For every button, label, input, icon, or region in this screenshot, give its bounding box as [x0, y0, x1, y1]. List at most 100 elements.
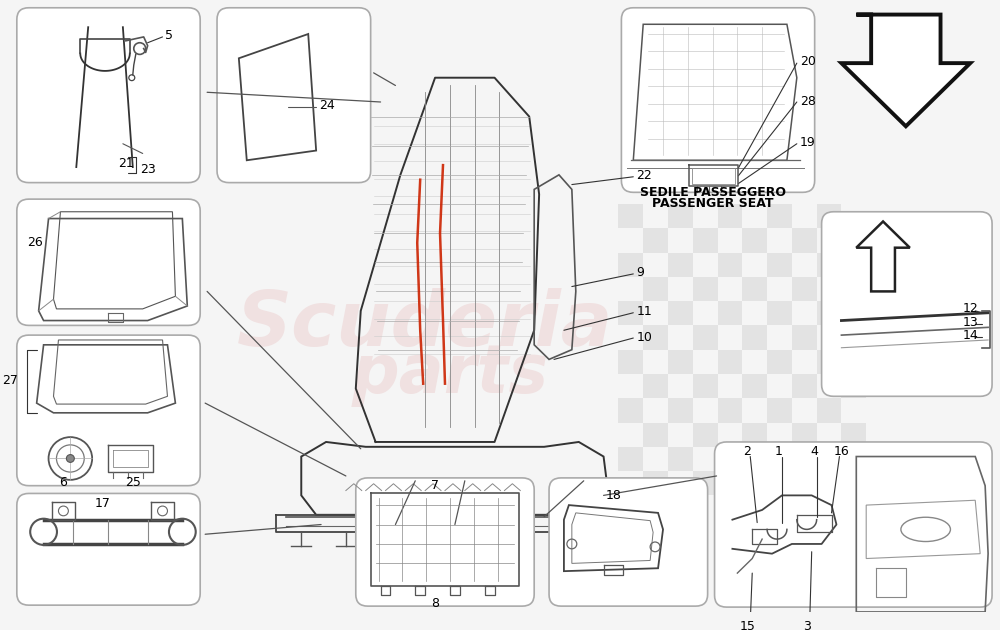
Text: 25: 25	[125, 476, 141, 490]
Text: 27: 27	[2, 374, 18, 387]
Bar	[767, 350, 792, 374]
Bar	[668, 204, 693, 228]
Bar	[792, 326, 817, 350]
Bar	[841, 277, 866, 301]
Bar	[767, 301, 792, 326]
Bar	[817, 253, 841, 277]
FancyBboxPatch shape	[549, 478, 708, 606]
Text: 22: 22	[636, 169, 652, 182]
Bar	[817, 447, 841, 471]
Text: 10: 10	[636, 331, 652, 343]
Text: 15: 15	[739, 620, 755, 630]
Bar	[618, 301, 643, 326]
Text: 19: 19	[800, 136, 816, 149]
Bar	[817, 204, 841, 228]
Text: 17: 17	[95, 496, 111, 510]
Text: Scuderia: Scuderia	[237, 289, 613, 362]
FancyBboxPatch shape	[17, 335, 200, 486]
Bar	[643, 277, 668, 301]
Bar	[668, 253, 693, 277]
Text: 13: 13	[962, 316, 978, 329]
Bar	[792, 471, 817, 495]
Bar	[643, 423, 668, 447]
Text: 9: 9	[636, 266, 644, 280]
Bar	[792, 277, 817, 301]
Bar	[817, 350, 841, 374]
Bar	[643, 326, 668, 350]
Text: 6: 6	[59, 476, 67, 490]
Text: 11: 11	[636, 306, 652, 318]
Text: 24: 24	[319, 100, 335, 112]
Bar	[718, 398, 742, 423]
Text: 2: 2	[743, 445, 751, 458]
Text: 4: 4	[811, 445, 819, 458]
Bar	[693, 471, 718, 495]
Bar	[792, 374, 817, 398]
Text: SEDILE PASSEGGERO: SEDILE PASSEGGERO	[640, 186, 786, 199]
Text: 7: 7	[431, 479, 439, 492]
Text: PASSENGER SEAT: PASSENGER SEAT	[652, 197, 773, 210]
Bar	[718, 301, 742, 326]
Bar	[643, 228, 668, 253]
Bar	[742, 471, 767, 495]
Bar	[618, 447, 643, 471]
FancyBboxPatch shape	[17, 199, 200, 326]
FancyBboxPatch shape	[715, 442, 992, 607]
Bar	[693, 326, 718, 350]
Bar	[767, 447, 792, 471]
Bar	[792, 423, 817, 447]
Bar	[817, 301, 841, 326]
Bar	[718, 204, 742, 228]
Bar	[643, 374, 668, 398]
Circle shape	[66, 455, 74, 462]
Text: 16: 16	[834, 445, 849, 458]
Bar	[841, 471, 866, 495]
FancyBboxPatch shape	[356, 478, 534, 606]
Bar	[693, 228, 718, 253]
Text: 14: 14	[962, 329, 978, 341]
Bar	[718, 253, 742, 277]
Bar	[841, 326, 866, 350]
FancyBboxPatch shape	[621, 8, 815, 192]
Bar	[618, 350, 643, 374]
Bar	[742, 374, 767, 398]
Bar	[668, 447, 693, 471]
Bar	[841, 423, 866, 447]
Bar	[618, 204, 643, 228]
Bar	[742, 228, 767, 253]
Text: 18: 18	[606, 489, 621, 502]
Text: 5: 5	[165, 30, 173, 42]
Text: 12: 12	[962, 302, 978, 316]
Text: parts: parts	[351, 341, 549, 407]
Text: 3: 3	[803, 620, 811, 630]
FancyBboxPatch shape	[17, 493, 200, 605]
Bar	[693, 374, 718, 398]
Bar	[767, 204, 792, 228]
Bar	[668, 350, 693, 374]
Bar	[693, 423, 718, 447]
Bar	[742, 326, 767, 350]
Bar	[767, 253, 792, 277]
Polygon shape	[841, 14, 970, 126]
Bar	[742, 423, 767, 447]
FancyBboxPatch shape	[822, 212, 992, 396]
Bar	[618, 398, 643, 423]
FancyBboxPatch shape	[17, 8, 200, 183]
Bar	[693, 277, 718, 301]
Bar	[718, 447, 742, 471]
Text: 8: 8	[431, 597, 439, 610]
Bar	[767, 398, 792, 423]
Bar	[668, 398, 693, 423]
Text: 1: 1	[775, 445, 783, 458]
Text: 26: 26	[27, 236, 42, 249]
Bar	[668, 301, 693, 326]
Text: 23: 23	[140, 164, 155, 176]
Text: 21: 21	[118, 157, 134, 169]
Bar	[643, 471, 668, 495]
Bar	[742, 277, 767, 301]
Text: 28: 28	[800, 94, 816, 108]
Polygon shape	[856, 222, 910, 292]
Bar	[792, 228, 817, 253]
Text: 20: 20	[800, 55, 816, 67]
Bar	[618, 253, 643, 277]
